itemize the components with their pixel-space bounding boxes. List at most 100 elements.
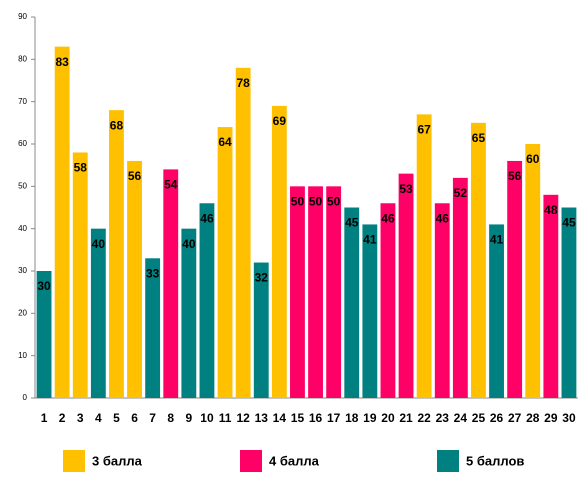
x-tick-label: 17: [327, 411, 341, 425]
x-tick-label: 12: [236, 411, 250, 425]
bar: [471, 122, 486, 398]
x-tick-label: 15: [291, 411, 305, 425]
bar: [36, 271, 52, 398]
data-label: 46: [200, 211, 214, 225]
data-label: 56: [128, 169, 142, 183]
bar: [326, 186, 342, 398]
x-tick-label: 24: [454, 411, 468, 425]
x-tick-label: 27: [508, 411, 522, 425]
x-tick-label: 3: [77, 411, 84, 425]
bar: [290, 186, 305, 398]
y-tick-label: 90: [18, 12, 27, 21]
y-tick-label: 20: [18, 308, 27, 317]
bar: [271, 105, 287, 399]
bar: [362, 224, 378, 398]
x-tick-label: 14: [273, 411, 287, 425]
data-label: 65: [472, 131, 486, 145]
y-tick-label: 50: [18, 181, 27, 190]
data-label: 53: [399, 182, 413, 196]
legend-swatch: [437, 450, 459, 472]
y-tick-label: 30: [18, 266, 27, 275]
x-tick-label: 28: [526, 411, 540, 425]
bar: [434, 203, 450, 398]
data-label: 52: [454, 186, 468, 200]
y-tick-label: 0: [23, 393, 28, 402]
y-tick-label: 10: [18, 351, 27, 360]
data-label: 40: [92, 237, 106, 251]
data-label: 64: [218, 135, 232, 149]
bar: [507, 160, 523, 398]
data-label: 30: [37, 279, 51, 293]
bar: [398, 173, 414, 398]
bar: [380, 203, 396, 398]
bar: [145, 258, 161, 398]
x-tick-label: 7: [149, 411, 156, 425]
x-tick-label: 21: [399, 411, 413, 425]
x-tick-label: 10: [200, 411, 214, 425]
data-label: 58: [74, 161, 88, 175]
x-tick-label: 1: [41, 411, 48, 425]
data-label: 46: [436, 211, 450, 225]
x-tick-label: 25: [472, 411, 486, 425]
x-tick-label: 6: [131, 411, 138, 425]
x-tick-label: 9: [186, 411, 193, 425]
x-tick-label: 29: [544, 411, 558, 425]
legend-label: 5 баллов: [466, 453, 524, 468]
y-tick-label: 70: [18, 97, 27, 106]
x-tick-label: 5: [113, 411, 120, 425]
y-tick-label: 40: [18, 224, 27, 233]
data-label: 69: [273, 114, 287, 128]
x-tick-label: 18: [345, 411, 359, 425]
data-label: 33: [146, 266, 160, 280]
legend-label: 3 балла: [92, 453, 143, 468]
data-label: 41: [490, 233, 504, 247]
bar: [217, 127, 233, 399]
bar: [90, 228, 106, 398]
x-tick-label: 26: [490, 411, 504, 425]
bar: [561, 207, 577, 398]
y-tick-label: 60: [18, 139, 27, 148]
data-label: 45: [345, 216, 359, 230]
bar: [235, 67, 251, 399]
bar: [253, 262, 269, 398]
data-label: 54: [164, 178, 178, 192]
data-label: 32: [255, 271, 269, 285]
bar: [452, 177, 468, 398]
y-tick-label: 80: [18, 54, 27, 63]
bar: [489, 224, 504, 398]
x-tick-label: 19: [363, 411, 377, 425]
x-tick-label: 2: [59, 411, 66, 425]
x-tick-label: 23: [436, 411, 450, 425]
bar: [181, 228, 197, 398]
x-tick-label: 8: [167, 411, 174, 425]
data-label: 56: [508, 169, 522, 183]
bar: [308, 186, 323, 398]
legend-swatch: [240, 450, 262, 472]
bar: [344, 207, 360, 398]
x-tick-label: 16: [309, 411, 323, 425]
bar: [543, 194, 559, 398]
x-tick-label: 4: [95, 411, 102, 425]
legend-label: 4 балла: [269, 453, 320, 468]
bar: [525, 144, 541, 398]
data-label: 46: [381, 211, 395, 225]
bar: [199, 203, 215, 398]
bar: [127, 160, 142, 398]
data-label: 60: [526, 152, 540, 166]
x-tick-label: 13: [255, 411, 269, 425]
data-label: 50: [309, 195, 323, 209]
data-label: 83: [55, 55, 69, 69]
bar: [163, 169, 179, 398]
bar: [72, 152, 88, 398]
data-label: 50: [327, 195, 341, 209]
data-label: 48: [544, 203, 558, 217]
data-label: 45: [562, 216, 576, 230]
data-label: 67: [417, 123, 431, 137]
legend-swatch: [63, 450, 85, 472]
bar: [416, 114, 432, 398]
x-tick-label: 20: [381, 411, 395, 425]
x-tick-label: 11: [219, 411, 232, 425]
bar: [54, 46, 70, 399]
data-label: 68: [110, 118, 124, 132]
